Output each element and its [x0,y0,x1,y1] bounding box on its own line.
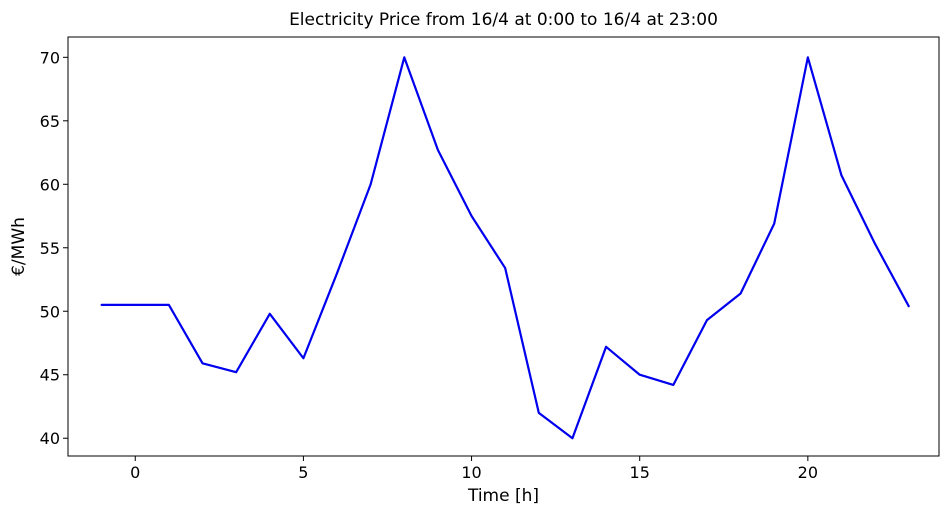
axes-frame [67,36,940,457]
y-tick-label: 45 [40,366,60,385]
y-tick-label: 50 [40,302,60,321]
x-tick-label: 5 [298,463,308,482]
y-tick-label: 60 [40,175,60,194]
x-tick-label: 20 [798,463,818,482]
series-line [100,56,910,440]
x-tick-label: 0 [130,463,140,482]
y-tick-label: 55 [40,239,60,258]
y-axis-label: €/MWh [9,217,29,276]
y-axis-ticks: 40 45 50 55 60 65 70 [40,48,68,448]
x-tick-label: 10 [461,463,481,482]
y-tick-label: 70 [40,48,60,67]
x-axis-ticks: 0 5 10 15 20 [130,456,818,482]
plot-area-frame [67,36,940,457]
chart-title: Electricity Price from 16/4 at 0:00 to 1… [289,10,718,30]
x-axis-label: Time [h] [467,486,539,506]
series-group [100,56,910,440]
x-tick-label: 15 [630,463,650,482]
y-tick-label: 40 [40,429,60,448]
y-tick-label: 65 [40,112,60,131]
